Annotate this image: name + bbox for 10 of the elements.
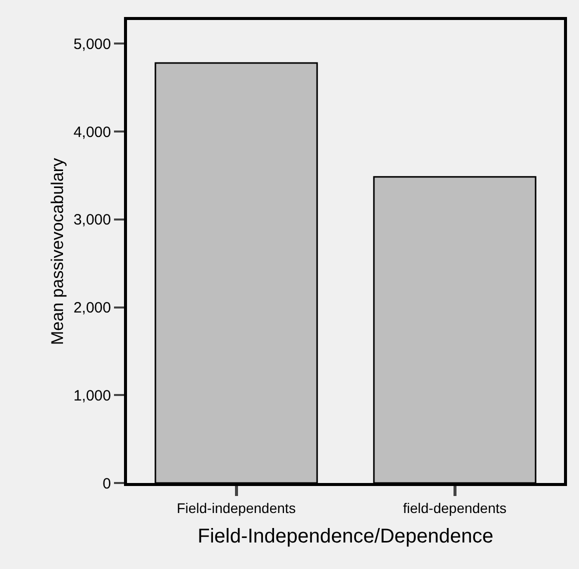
y-axis-title: Mean passivevocabulary [48,157,68,346]
y-tick-label: 3,000 [73,212,111,229]
y-tick-label: 4,000 [73,124,111,141]
x-tick-label: field-dependents [402,500,507,516]
y-tick-label: 1,000 [73,387,111,404]
y-tick-label: 2,000 [73,300,111,317]
y-tick-label: 0 [102,475,111,492]
x-axis-title: Field-Independence/Dependence [198,525,494,548]
y-tick-label: 5,000 [73,36,111,53]
x-tick-label: Field-independents [176,500,296,516]
